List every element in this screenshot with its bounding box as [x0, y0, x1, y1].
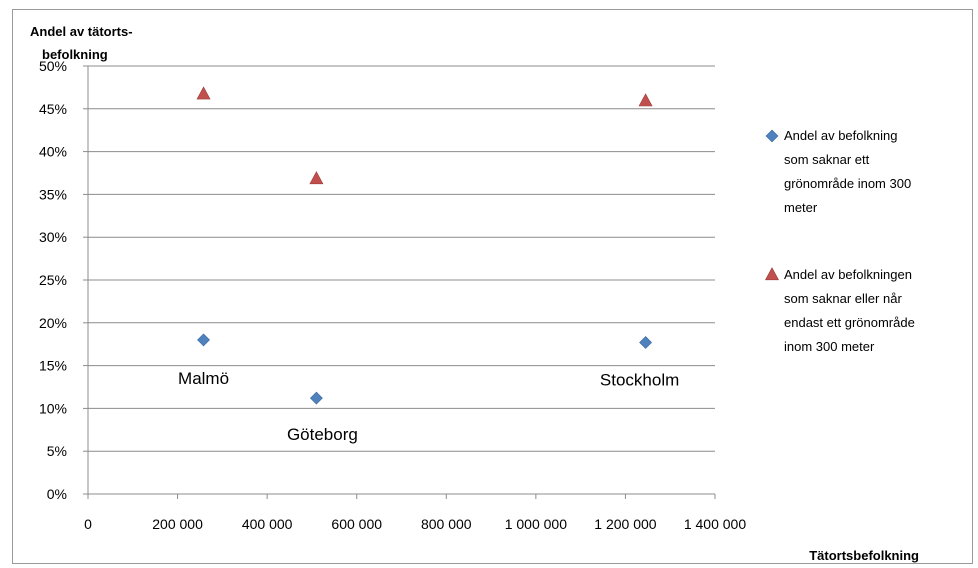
legend-entry-text: Andel av befolkning: [784, 128, 897, 143]
legend-entry-text: Andel av befolkningen: [784, 267, 912, 282]
point-annotation: Malmö: [178, 369, 229, 388]
data-point-triangle: [638, 93, 653, 107]
y-tick-label: 50%: [39, 58, 67, 74]
y-tick-label: 45%: [39, 101, 67, 117]
y-axis-title: Andel av tätorts-: [30, 24, 133, 39]
x-tick-label: 400 000: [242, 516, 293, 532]
x-tick-label: 600 000: [331, 516, 382, 532]
tick-labels: 0% 5% 10% 15% 20% 25% 30% 35% 40% 45% 50% 0 200 000 4…: [39, 58, 746, 532]
y-tick-label: 40%: [39, 144, 67, 160]
data-point-diamond: [639, 336, 653, 349]
legend-diamond-marker: [765, 129, 779, 143]
data-point-diamond: [197, 333, 210, 347]
point-annotation: Göteborg: [287, 425, 358, 444]
y-tick-label: 15%: [39, 358, 67, 374]
legend-triangle-marker: [764, 267, 780, 281]
legend-entry-text: inom 300 meter: [784, 339, 875, 354]
grid-layer: [88, 65, 715, 452]
y-tick-label: 30%: [39, 229, 67, 245]
x-tick-label: 1 200 000: [594, 516, 656, 532]
y-axis-title: befolkning: [42, 47, 108, 62]
chart-frame: [12, 9, 973, 564]
axis-titles: Andel av tätorts-befolkning Tätortsbefolk…: [30, 24, 919, 563]
data-point-triangle: [309, 171, 324, 185]
legend-entry-text: endast ett grönområde: [784, 315, 915, 330]
x-tick-label: 1 000 000: [505, 516, 567, 532]
x-tick-label: 0: [84, 516, 92, 532]
y-tick-label: 0%: [47, 486, 67, 502]
point-annotations: Malmö Göteborg Stockholm: [178, 369, 679, 444]
axis-layer: [83, 65, 716, 499]
x-tick-label: 200 000: [152, 516, 203, 532]
legend-entry-text: grönområde inom 300: [784, 176, 911, 191]
legend: Andel av befolkning som saknar ett grönomr…: [764, 128, 915, 354]
legend-entry-text: som saknar eller når: [784, 291, 902, 306]
y-tick-label: 25%: [39, 272, 67, 288]
y-tick-label: 5%: [47, 443, 67, 459]
legend-entry-text: som saknar ett: [784, 152, 870, 167]
data-points: [196, 86, 653, 405]
data-point-triangle: [196, 86, 211, 100]
y-tick-label: 20%: [39, 315, 67, 331]
x-tick-label: 1 400 000: [684, 516, 746, 532]
data-point-diamond: [309, 391, 323, 405]
point-annotation: Stockholm: [600, 370, 679, 389]
y-tick-label: 35%: [39, 186, 67, 202]
x-tick-label: 800 000: [421, 516, 472, 532]
legend-entry-text: meter: [784, 200, 818, 215]
x-axis-title: Tätortsbefolkning: [809, 548, 919, 563]
y-tick-label: 10%: [39, 400, 67, 416]
